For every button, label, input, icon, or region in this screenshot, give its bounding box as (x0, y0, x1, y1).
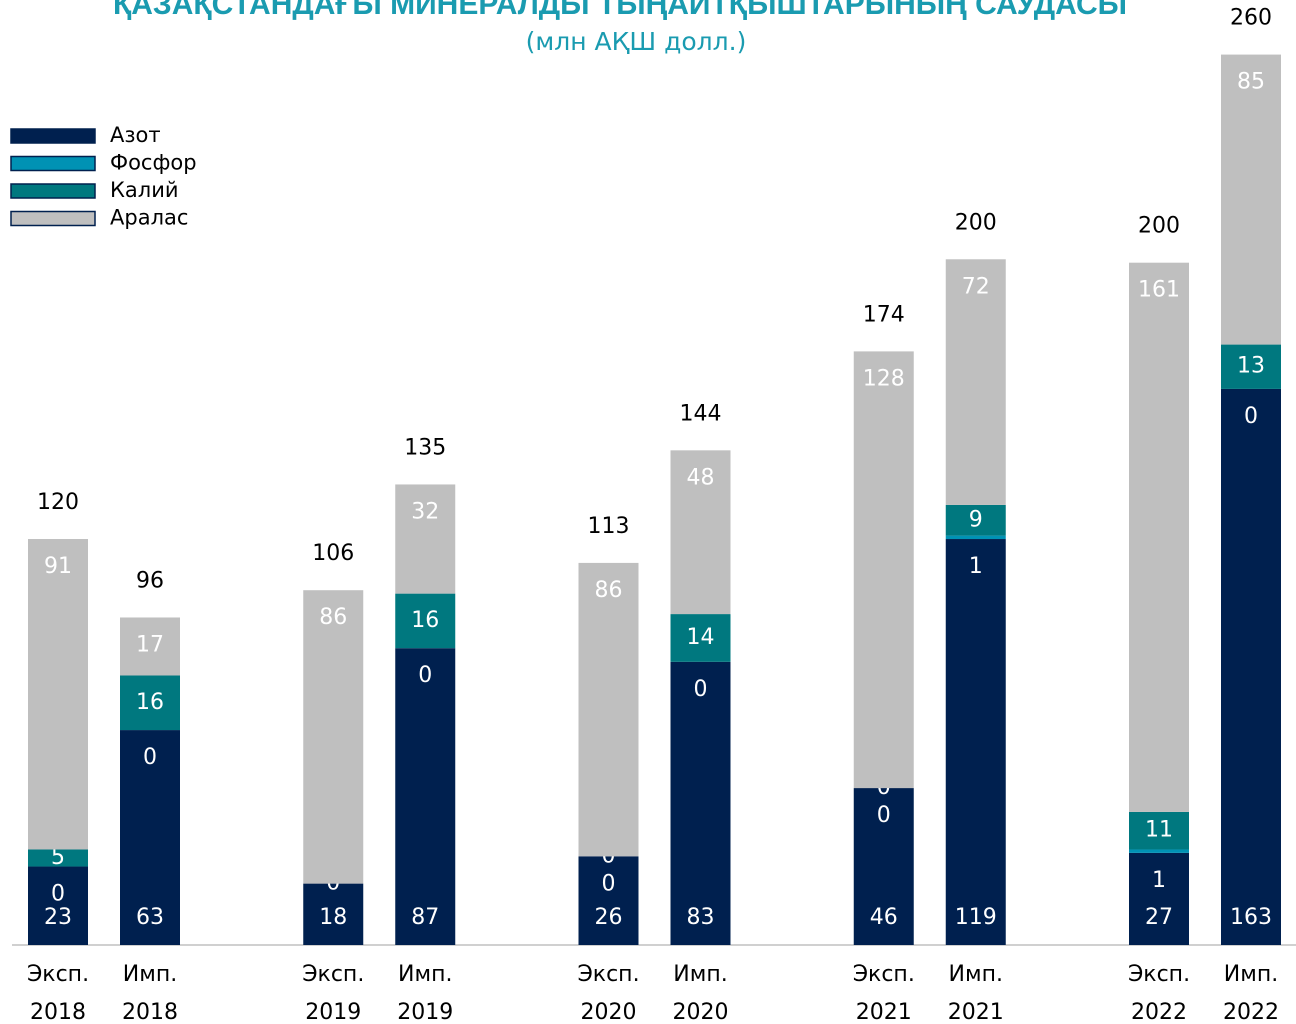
total-label: 135 (404, 435, 446, 460)
data-label: 5 (51, 845, 65, 870)
chart-subtitle: (млн АҚШ долл.) (526, 27, 747, 56)
data-label: 11 (1145, 818, 1173, 843)
data-label: 0 (51, 882, 65, 907)
data-label: 1 (1152, 868, 1166, 893)
data-label: 32 (411, 499, 439, 524)
data-label: 86 (595, 578, 623, 603)
data-label: 0 (602, 871, 616, 896)
bar-segment (120, 730, 180, 945)
bar-segment (1129, 852, 1189, 945)
data-label: 0 (143, 745, 157, 770)
data-label: 0 (877, 803, 891, 828)
bar-segment (1221, 344, 1281, 389)
total-label: 96 (136, 568, 164, 593)
total-label: 200 (955, 210, 997, 235)
bar-segment (1129, 849, 1189, 853)
data-label: 85 (1237, 70, 1265, 95)
data-label: 63 (136, 905, 164, 930)
chart-title: ҚАЗАҚСТАНДАҒЫ МИНЕРАЛДЫ ТЫҢАЙТҚЫШТАРЫНЫҢ… (113, 0, 1127, 21)
data-label: 9 (969, 507, 983, 532)
total-label: 106 (312, 541, 354, 566)
x-tick-label: Имп. 2019 (397, 962, 453, 1024)
total-label: 260 (1230, 6, 1272, 31)
x-tick-label: Эксп. 2022 (1128, 962, 1190, 1024)
bar-segment (1221, 54, 1281, 345)
data-label: 14 (687, 625, 715, 650)
bar-segment (28, 849, 88, 867)
legend-label: Аралас (110, 206, 188, 230)
bar-segment (120, 617, 180, 676)
data-label: 16 (411, 608, 439, 633)
data-label: 163 (1230, 905, 1272, 930)
bar-segment (578, 856, 639, 945)
bar-segment (670, 661, 731, 945)
data-label: 119 (955, 905, 997, 930)
legend-label: Калий (110, 178, 179, 202)
bar-segment (853, 788, 914, 945)
bar-segment (578, 562, 639, 857)
legend-swatch (10, 128, 96, 144)
data-label: 91 (44, 554, 72, 579)
bar-segment (945, 504, 1006, 536)
x-tick-label: Имп. 2020 (673, 962, 729, 1024)
data-label: 16 (136, 690, 164, 715)
total-label: 120 (37, 490, 79, 515)
bar-segment (1221, 388, 1281, 946)
data-label: 128 (863, 366, 905, 391)
data-label: 13 (1237, 354, 1265, 379)
data-label: 27 (1145, 905, 1173, 930)
data-label: 17 (136, 632, 164, 657)
data-label: 1 (969, 554, 983, 579)
legend-label: Азот (110, 123, 161, 147)
data-label: 23 (44, 905, 72, 930)
bar-segment (395, 593, 456, 649)
bar-segment (945, 535, 1006, 540)
data-label: 0 (694, 677, 708, 702)
data-label: 72 (962, 274, 990, 299)
bar-segment (28, 539, 88, 850)
bar-segment (303, 883, 364, 945)
total-label: 200 (1138, 214, 1180, 239)
total-label: 144 (680, 401, 722, 426)
bar-segment (945, 259, 1006, 505)
legend-label: Фосфор (110, 151, 197, 175)
data-label: 46 (870, 905, 898, 930)
bar-segment (395, 484, 456, 594)
x-tick-label: Имп. 2021 (948, 962, 1004, 1024)
legend-swatch (10, 155, 96, 172)
data-label: 0 (1244, 404, 1258, 429)
x-tick-label: Эксп. 2020 (577, 962, 639, 1024)
bar-segment (853, 351, 914, 789)
data-label: 26 (595, 905, 623, 930)
x-tick-label: Эксп. 2018 (27, 962, 89, 1024)
bar-segment (1129, 811, 1189, 850)
x-tick-label: Эксп. 2019 (302, 962, 364, 1024)
legend-swatch (10, 210, 96, 227)
x-tick-label: Эксп. 2021 (853, 962, 915, 1024)
bar-segment (395, 648, 456, 945)
data-label: 161 (1138, 278, 1180, 303)
data-label: 48 (687, 465, 715, 490)
bar-segment (670, 450, 731, 615)
x-tick-label: Имп. 2022 (1223, 962, 1279, 1024)
bar-segment (28, 866, 88, 945)
bar-segment (303, 590, 364, 884)
bar-segment (670, 614, 731, 662)
total-label: 113 (588, 514, 630, 539)
data-label: 0 (418, 663, 432, 688)
x-tick-label: Имп. 2018 (122, 962, 178, 1024)
data-label: 83 (687, 905, 715, 930)
total-label: 174 (863, 302, 905, 327)
data-label: 18 (319, 905, 347, 930)
bar-segment (1129, 262, 1189, 812)
bar-segment (945, 539, 1006, 945)
data-label: 87 (411, 905, 439, 930)
bar-segment (120, 675, 180, 731)
data-label: 86 (319, 605, 347, 630)
legend-swatch (10, 183, 96, 199)
